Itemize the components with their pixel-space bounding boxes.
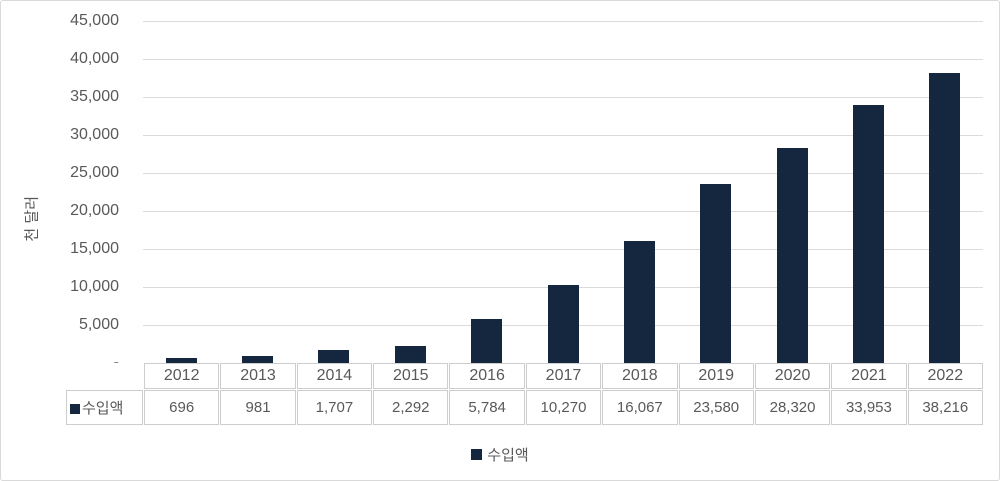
y-tick-label: 15,000 <box>70 240 119 257</box>
year-cell-2015: 2015 <box>373 363 449 389</box>
value-cell-2014: 1,707 <box>296 390 373 425</box>
legend: 수입액 <box>1 444 999 464</box>
bar-2016 <box>471 319 502 363</box>
series-name: 수입액 <box>82 400 124 417</box>
legend-label: 수입액 <box>487 446 529 464</box>
value-cell-2018: 16,067 <box>602 390 678 425</box>
table-corner-cell <box>66 363 143 389</box>
y-tick-label: 5,000 <box>78 316 119 333</box>
value-cell-2017: 10,270 <box>525 390 602 425</box>
data-table: 2012 2013 2014 2015 2016 2017 2018 2019 2020 2021… <box>65 362 984 426</box>
year-cell-2020: 2020 <box>754 363 831 389</box>
year-cell-2019: 2019 <box>678 363 754 389</box>
bar-2015 <box>395 346 426 363</box>
bar-2021 <box>853 105 884 363</box>
year-cell-2022: 2022 <box>907 363 983 389</box>
bar-2020 <box>777 148 808 363</box>
value-cell-2019: 23,580 <box>678 390 754 425</box>
y-tick-label: 10,000 <box>70 278 119 295</box>
year-cell-2021: 2021 <box>831 363 907 389</box>
gridline-40000 <box>143 59 983 60</box>
value-cell-2016: 5,784 <box>449 390 525 425</box>
year-cell-2018: 2018 <box>602 363 678 389</box>
value-cell-2022: 38,216 <box>907 390 983 425</box>
bar-2022 <box>929 73 960 363</box>
year-cell-2017: 2017 <box>525 363 602 389</box>
value-cell-2012: 696 <box>144 390 220 425</box>
value-cell-2021: 33,953 <box>831 390 907 425</box>
gridline-20000 <box>143 211 983 212</box>
y-tick-label: 45,000 <box>70 12 119 29</box>
gridline-45000 <box>143 21 983 22</box>
y-tick-label: - <box>41 354 119 372</box>
legend-marker-icon <box>471 448 483 460</box>
bar-2014 <box>318 350 349 363</box>
gridline-30000 <box>143 135 983 136</box>
series-row-header: 수입액 <box>66 390 143 425</box>
y-tick-label: 30,000 <box>70 126 119 143</box>
gridline-25000 <box>143 173 983 174</box>
y-tick-label: 25,000 <box>70 164 119 181</box>
year-cell-2012: 2012 <box>144 363 220 389</box>
value-cell-2015: 2,292 <box>373 390 449 425</box>
bar-2019 <box>700 184 731 363</box>
series-marker-icon <box>70 404 80 414</box>
bar-2017 <box>548 285 579 363</box>
bar-2013 <box>242 356 273 363</box>
value-cell-2020: 28,320 <box>754 390 831 425</box>
year-cell-2014: 2014 <box>296 363 373 389</box>
y-tick-label: 40,000 <box>70 50 119 67</box>
y-axis-title-text: 천 달러 <box>23 195 40 242</box>
gridline-35000 <box>143 97 983 98</box>
value-cell-2013: 981 <box>220 390 296 425</box>
bar-2012 <box>166 358 197 363</box>
year-cell-2016: 2016 <box>449 363 525 389</box>
y-tick-label: 35,000 <box>70 88 119 105</box>
gridline-15000 <box>143 249 983 250</box>
bar-2018 <box>624 241 655 363</box>
y-tick-label: 20,000 <box>70 202 119 219</box>
table-value-row: 수입액 696 981 1,707 2,292 5,784 10,270 16,067 23,5… <box>66 390 983 425</box>
table-year-row: 2012 2013 2014 2015 2016 2017 2018 2019 2020 2021… <box>66 363 983 389</box>
year-cell-2013: 2013 <box>220 363 296 389</box>
